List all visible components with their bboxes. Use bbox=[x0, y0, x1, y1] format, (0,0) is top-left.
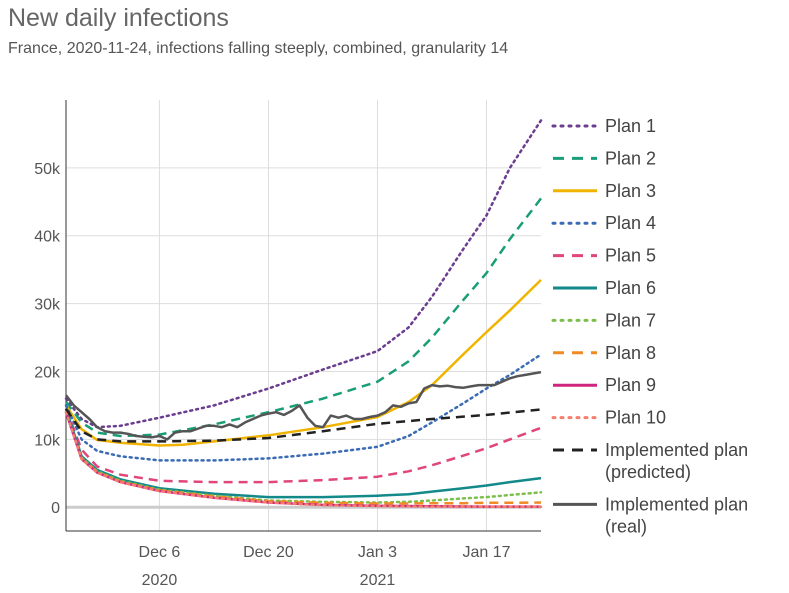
grid bbox=[66, 100, 541, 531]
legend-label-11: Implemented plan (predicted) bbox=[605, 440, 748, 482]
series-line-4 bbox=[64, 353, 543, 462]
series-line-12 bbox=[65, 370, 542, 441]
legend-label-10: Plan 10 bbox=[605, 408, 666, 428]
legend: Plan 1 Plan 2 Plan 3 Plan 4 Plan 5 Plan 6 Plan… bbox=[551, 116, 748, 536]
x-tick-label: Dec 6 bbox=[139, 544, 181, 561]
series-line-11 bbox=[64, 408, 542, 443]
legend-label-1: Plan 1 bbox=[605, 116, 656, 136]
legend-label-2: Plan 2 bbox=[605, 148, 656, 168]
chart-subtitle: France, 2020-11-24, infections falling s… bbox=[8, 40, 509, 57]
series-lines bbox=[64, 119, 543, 508]
series-line-9 bbox=[64, 411, 541, 508]
chart-title: New daily infections bbox=[8, 4, 229, 32]
y-tick-label: 40k bbox=[34, 229, 61, 246]
y-tick-label: 10k bbox=[34, 432, 61, 449]
legend-label-5: Plan 5 bbox=[605, 246, 656, 266]
series-line-1 bbox=[64, 119, 543, 429]
series-line-10 bbox=[64, 410, 543, 508]
y-tick-label: 0 bbox=[51, 500, 60, 517]
y-tick-label: 20k bbox=[34, 364, 61, 381]
x-tick-label: Jan 17 bbox=[462, 544, 510, 561]
legend-label-12: Implemented plan (real) bbox=[605, 494, 748, 536]
legend-label-8: Plan 8 bbox=[605, 343, 656, 363]
legend-label-6: Plan 6 bbox=[605, 278, 656, 298]
legend-label-4: Plan 4 bbox=[605, 213, 656, 233]
legend-label-9: Plan 9 bbox=[605, 375, 656, 395]
x-tick-sublabel: 2021 bbox=[360, 572, 396, 589]
series-line-3 bbox=[64, 279, 542, 447]
x-tick-label: Dec 20 bbox=[243, 544, 294, 561]
axes: Dec 6 2020 Dec 20 Jan 3 2021 Jan 17 0 10k 20k 30k… bbox=[34, 100, 541, 589]
legend-label-3: Plan 3 bbox=[605, 181, 656, 201]
x-tick-sublabel: 2020 bbox=[142, 572, 178, 589]
legend-label-7: Plan 7 bbox=[605, 310, 656, 330]
series-line-2 bbox=[65, 197, 542, 438]
series-line-6 bbox=[64, 408, 542, 499]
y-tick-label: 30k bbox=[34, 297, 61, 314]
x-tick-label: Jan 3 bbox=[358, 544, 397, 561]
y-tick-label: 50k bbox=[34, 161, 61, 178]
series-line-5 bbox=[64, 408, 542, 484]
